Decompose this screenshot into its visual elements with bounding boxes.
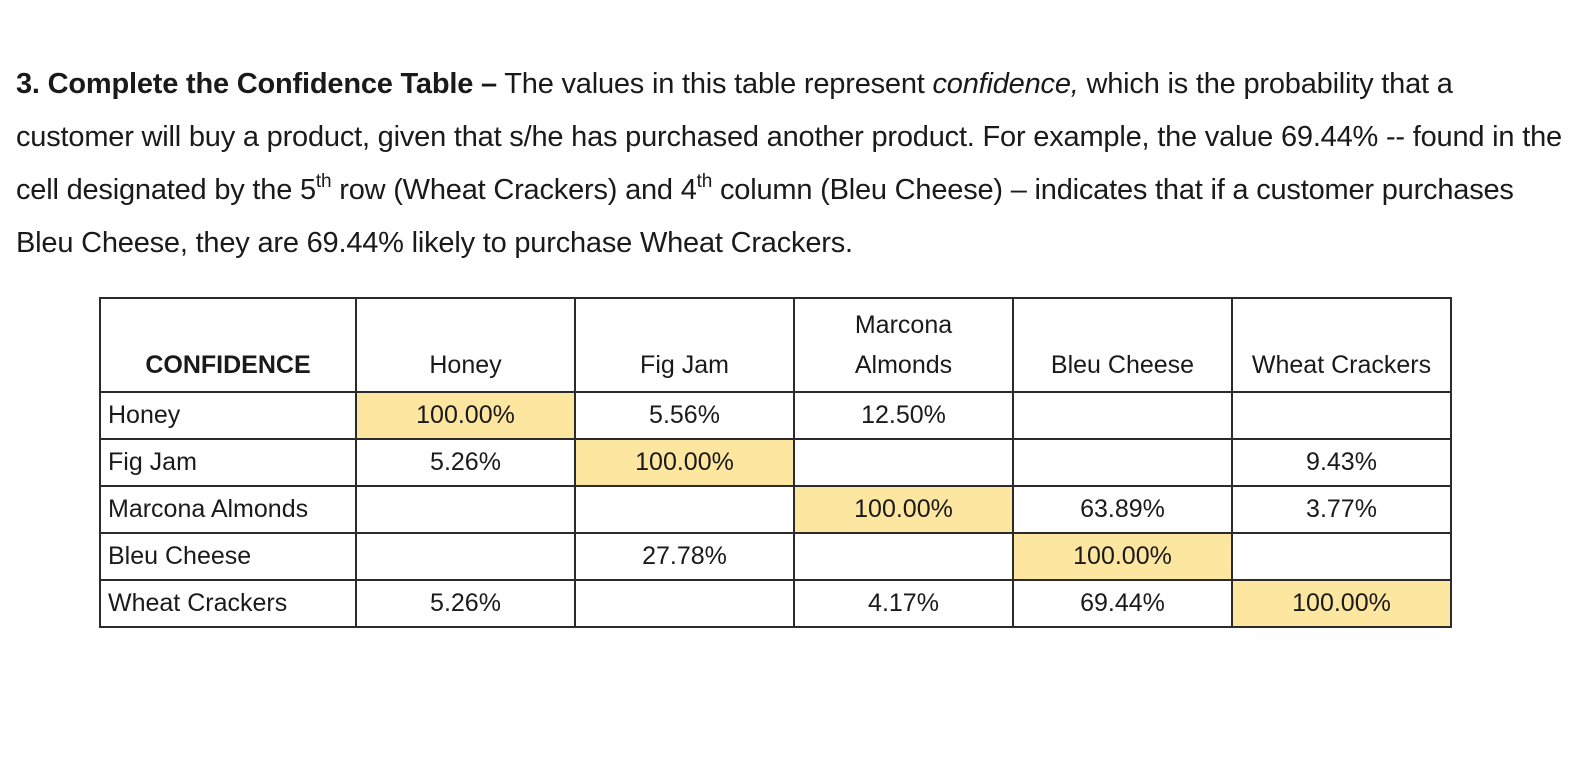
row-label: Honey [99,391,357,440]
table-cell [793,532,1014,581]
table-cell-diagonal: 100.00% [1012,532,1233,581]
table-cell [793,438,1014,487]
confidence-table-container: CONFIDENCE Honey Fig Jam Marcona Almonds … [99,297,1452,628]
column-header: Wheat Crackers [1231,297,1452,393]
table-cell: 12.50% [793,391,1014,440]
table-cell: 63.89% [1012,485,1233,534]
table-row: Marcona Almonds 100.00% 63.89% 3.77% [99,485,1452,534]
ordinal-suffix: th [696,171,713,192]
table-cell [574,579,795,628]
table-header-row: CONFIDENCE Honey Fig Jam Marcona Almonds … [99,297,1452,393]
table-row: Wheat Crackers 5.26% 4.17% 69.44% 100.00… [99,579,1452,628]
question-term: confidence, [932,68,1079,100]
table-cell [1231,391,1452,440]
table-cell: 5.26% [355,438,576,487]
table-cell [1231,532,1452,581]
column-header: Marcona Almonds [793,297,1014,393]
table-cell: 5.26% [355,579,576,628]
table-cell: 3.77% [1231,485,1452,534]
table-cell-diagonal: 100.00% [574,438,795,487]
table-corner-label: CONFIDENCE [99,297,357,393]
table-row: Bleu Cheese 27.78% 100.00% [99,532,1452,581]
question-paragraph: 3. Complete the Confidence Table – The v… [16,58,1576,270]
question-heading: 3. Complete the Confidence Table – [16,68,497,100]
table-cell: 9.43% [1231,438,1452,487]
table-cell-diagonal: 100.00% [355,391,576,440]
table-row: Fig Jam 5.26% 100.00% 9.43% [99,438,1452,487]
table-cell: 69.44% [1012,579,1233,628]
table-cell [355,485,576,534]
question-text: which is the probability that a customer… [16,68,1562,206]
table-cell: 5.56% [574,391,795,440]
ordinal-suffix: th [315,171,332,192]
table-cell: 27.78% [574,532,795,581]
table-cell-diagonal: 100.00% [1231,579,1452,628]
table-cell [574,485,795,534]
table-row: Honey 100.00% 5.56% 12.50% [99,391,1452,440]
question-text: The values in this table represent [496,68,933,100]
row-label: Bleu Cheese [99,532,357,581]
table-cell-diagonal: 100.00% [793,485,1014,534]
table-cell [1012,438,1233,487]
row-label: Wheat Crackers [99,579,357,628]
column-header: Fig Jam [574,297,795,393]
column-header: Honey [355,297,576,393]
table-cell [355,532,576,581]
question-text: column (Bleu Cheese) – indicates that if… [16,174,1514,259]
row-label: Fig Jam [99,438,357,487]
column-header: Bleu Cheese [1012,297,1233,393]
row-label: Marcona Almonds [99,485,357,534]
confidence-table: CONFIDENCE Honey Fig Jam Marcona Almonds … [99,297,1452,628]
question-text: row (Wheat Crackers) and 4 [331,174,697,206]
table-cell: 4.17% [793,579,1014,628]
table-cell [1012,391,1233,440]
